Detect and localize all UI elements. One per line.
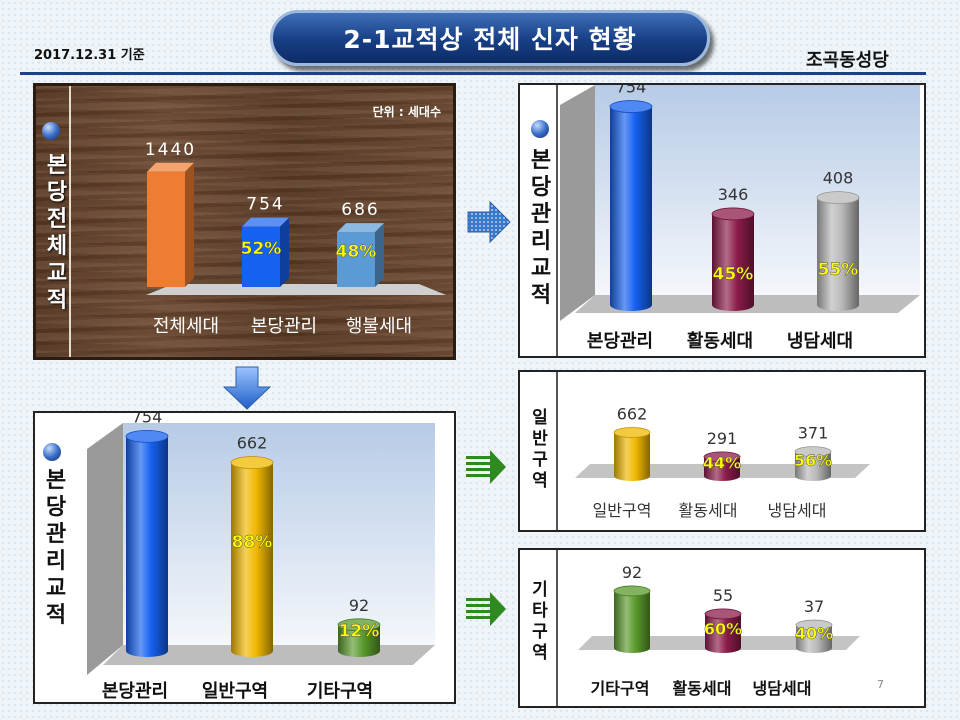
panel-divider: [556, 85, 558, 356]
chart-other-region: 92 기타구역 55 60% 활동세대 37 40% 냉담세대: [578, 563, 860, 698]
bar: [609, 100, 653, 311]
bar: [613, 585, 651, 653]
percent-label: 55%: [818, 260, 859, 280]
tick-label: 기타구역: [307, 681, 373, 702]
tick-label: 행불세대: [346, 316, 412, 337]
percent-label: 48%: [336, 242, 377, 262]
chart-total: 1440 전체세대 754 52% 본당관리 686 48% 행불세대: [145, 140, 446, 337]
percent-label: 60%: [704, 619, 742, 638]
tick-label: 냉담세대: [768, 501, 827, 520]
chart-sidewall: [87, 423, 123, 675]
value-label: 1440: [145, 140, 196, 160]
value-label: 92: [622, 563, 642, 582]
tick-label: 냉담세대: [753, 679, 812, 698]
right-arrow-icon: [466, 592, 506, 626]
tick-label: 활동세대: [687, 331, 753, 352]
value-label: 371: [798, 424, 829, 443]
chart-managed-status: 754 본당관리 346 45% 활동세대 408 55% 냉담세대: [560, 85, 920, 352]
date-label: 2017.12.31 기준: [34, 48, 145, 63]
right-arrow-icon: [466, 450, 506, 484]
value-label: 754: [616, 85, 647, 97]
percent-label: 56%: [794, 451, 832, 470]
right-arrow-icon: [467, 200, 511, 244]
tick-label: 기타구역: [591, 679, 650, 698]
down-arrow-icon: [222, 366, 272, 410]
chart-backwall: [123, 423, 435, 645]
value-label: 92: [349, 596, 369, 615]
value-label: 662: [617, 404, 648, 423]
tick-label: 본당관리: [587, 331, 653, 352]
tick-label: 전체세대: [153, 316, 219, 337]
bar: [816, 191, 860, 311]
bar: [337, 223, 384, 287]
panel-divider: [556, 550, 558, 706]
percent-label: 45%: [713, 265, 754, 285]
value-label: 37: [804, 597, 824, 616]
percent-label: 12%: [339, 622, 380, 642]
bar: [242, 217, 289, 287]
chart-managed-region: 754 본당관리 662 88% 일반구역 92 12% 기타구역: [87, 413, 435, 702]
percent-label: 52%: [241, 239, 282, 259]
value-label: 662: [237, 434, 268, 453]
chart-general-region: 662 일반구역 291 44% 활동세대 371 56% 냉담세대: [575, 404, 870, 520]
panel-divider: [556, 372, 558, 530]
value-label: 754: [246, 195, 284, 215]
chart-sidewall: [560, 85, 595, 321]
bullet-icon: [531, 120, 549, 138]
percent-label: 88%: [232, 532, 273, 552]
chart-floor: [146, 284, 446, 295]
tick-label: 본당관리: [102, 681, 168, 702]
bar: [794, 446, 832, 481]
tick-label: 일반구역: [202, 681, 268, 702]
tick-label: 냉담세대: [787, 331, 853, 352]
page-title: 2-1교적상 전체 신자 현황: [270, 10, 710, 66]
value-label: 686: [341, 200, 379, 220]
value-label: 55: [713, 586, 733, 605]
bar: [703, 451, 741, 481]
bullet-icon: [43, 443, 61, 461]
bar: [230, 456, 274, 657]
bar: [337, 618, 381, 657]
header-divider: [20, 72, 926, 75]
bar: [795, 619, 833, 653]
bar: [147, 162, 194, 287]
church-name: 조곡동성당: [806, 50, 889, 71]
percent-label: 44%: [703, 453, 741, 472]
tick-label: 일반구역: [593, 501, 652, 520]
value-label: 408: [823, 169, 854, 188]
tick-label: 활동세대: [673, 679, 732, 698]
value-label: 346: [718, 185, 749, 204]
bar: [711, 207, 755, 311]
bar: [613, 427, 651, 481]
tick-label: 활동세대: [679, 501, 738, 520]
percent-label: 40%: [795, 624, 833, 643]
bullet-icon: [42, 122, 60, 140]
unit-label: 단위 : 세대수: [372, 105, 441, 119]
page-number: 7: [877, 678, 884, 691]
bar: [125, 429, 169, 657]
tick-label: 본당관리: [251, 316, 317, 337]
bar: [704, 608, 742, 653]
value-label: 291: [707, 429, 738, 448]
panel-divider: [69, 86, 71, 357]
value-label: 754: [132, 413, 163, 426]
